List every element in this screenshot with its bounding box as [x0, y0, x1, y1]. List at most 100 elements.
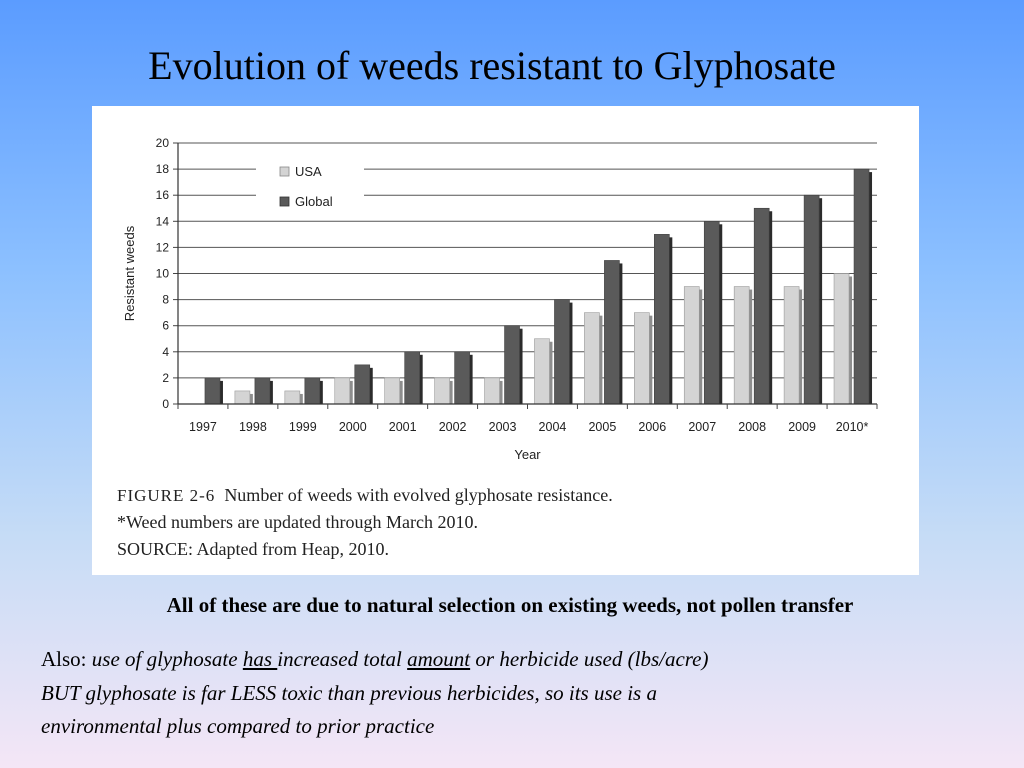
- bar-face: [703, 221, 720, 405]
- x-tick-label: 2005: [588, 420, 616, 434]
- bar-usa-2004: [534, 338, 553, 405]
- x-tick-label: 2010*: [836, 420, 869, 434]
- bar-usa-2001: [384, 377, 403, 405]
- bar-shadow: [819, 198, 823, 404]
- bar-global-2009: [803, 194, 823, 405]
- bar-shadow: [649, 315, 653, 404]
- bar-shadow: [269, 380, 273, 404]
- bar-global-2007: [703, 221, 723, 405]
- bar-face: [434, 377, 450, 405]
- bar-global-1999: [304, 377, 323, 405]
- bar-face: [354, 364, 371, 405]
- x-tick-label: 1998: [239, 420, 267, 434]
- x-tick-label: 2000: [339, 420, 367, 434]
- x-tick-label: 2002: [439, 420, 467, 434]
- bar-usa-2005: [584, 312, 603, 405]
- bar-usa-2007: [683, 286, 703, 405]
- bar-usa-1999: [284, 390, 303, 405]
- legend: USA Global: [256, 156, 364, 216]
- bar-global-2001: [404, 351, 423, 405]
- bar-shadow: [719, 224, 723, 404]
- bar-shadow: [599, 315, 603, 404]
- bar-face: [753, 207, 770, 405]
- bar-usa-2009: [783, 286, 803, 405]
- bar-shadow: [469, 354, 473, 404]
- bar-global-2006: [654, 234, 673, 405]
- y-tick-label: 14: [156, 214, 170, 228]
- y-tick-label: 12: [156, 240, 170, 254]
- bar-face: [584, 312, 600, 405]
- bar-shadow: [849, 276, 853, 404]
- bar-face: [853, 168, 870, 405]
- bar-face: [733, 286, 750, 405]
- y-tick-label: 2: [162, 371, 169, 385]
- y-tick-label: 4: [162, 345, 169, 359]
- bar-global-2003: [504, 325, 523, 405]
- bar-face: [234, 390, 251, 405]
- bar-global-2010: [853, 168, 873, 405]
- bar-shadow: [499, 380, 503, 404]
- bar-shadow: [399, 380, 403, 404]
- body-underline-has: has: [242, 647, 278, 671]
- bar-shadow: [219, 380, 223, 404]
- bar-face: [604, 260, 620, 405]
- x-tick-label: 2001: [389, 420, 417, 434]
- figure-caption-text: Number of weeds with evolved glyphosate …: [224, 485, 613, 505]
- bar-face: [454, 351, 470, 405]
- bar-shadow: [449, 380, 453, 404]
- body-text-2: increased total: [277, 647, 408, 671]
- bold-statement: All of these are due to natural selectio…: [166, 593, 854, 617]
- bar-shadow: [799, 289, 803, 404]
- bar-shadow: [619, 263, 623, 404]
- bar-global-1998: [254, 377, 273, 405]
- legend-swatch-usa: [279, 166, 290, 177]
- bar-shadow: [669, 237, 673, 404]
- bar-face: [554, 299, 570, 405]
- x-tick-label: 2008: [738, 420, 766, 434]
- bar-shadow: [419, 354, 423, 404]
- bar-shadow: [319, 380, 323, 404]
- bar-global-2002: [454, 351, 473, 405]
- bar-face: [654, 234, 670, 405]
- bar-group: [204, 168, 873, 405]
- y-tick-label: 16: [156, 188, 170, 202]
- body-prefix: Also:: [41, 647, 92, 671]
- figure-note: *Weed numbers are updated through March …: [117, 512, 478, 532]
- bar-shadow: [519, 328, 523, 404]
- bar-usa-2010: [833, 273, 853, 405]
- bar-face: [404, 351, 420, 405]
- bar-face: [683, 286, 700, 405]
- body-paragraph: Also: use of glyphosate has increased to…: [41, 643, 1001, 744]
- bar-usa-2002: [434, 377, 453, 405]
- slide-title: Evolution of weeds resistant to Glyphosa…: [148, 43, 836, 88]
- bar-shadow: [749, 289, 753, 404]
- gridlines: [178, 142, 877, 379]
- x-axis-title: Year: [514, 447, 541, 462]
- y-axis-title: Resistant weeds: [122, 225, 137, 321]
- axes: 0 2 4 6 8 10 12 14 16 18 20 1997 1998 1999 2000 2001 200…: [156, 136, 878, 434]
- x-tick-label: 2003: [489, 420, 517, 434]
- legend-background: [256, 156, 364, 216]
- bar-global-2008: [753, 207, 773, 405]
- caption-line-1: FIGURE 2-6 Number of weeds with evolved …: [117, 482, 897, 509]
- bar-usa-1998: [234, 390, 253, 405]
- chart-panel: 0 2 4 6 8 10 12 14 16 18 20 1997 1998 1999 2000 2001 200…: [92, 106, 919, 575]
- bar-shadow: [349, 380, 353, 404]
- body-text-1: use of glyphosate: [91, 647, 243, 671]
- y-tick-label: 8: [162, 293, 169, 307]
- x-tick-label: 1999: [289, 420, 317, 434]
- figure-source: SOURCE: Adapted from Heap, 2010.: [117, 539, 389, 559]
- body-text-line-3: environmental plus compared to prior pra…: [41, 714, 435, 738]
- y-tick-label: 0: [162, 397, 169, 411]
- y-tick-label: 6: [162, 319, 169, 333]
- legend-swatch-global: [279, 196, 290, 207]
- bar-face: [783, 286, 800, 405]
- bar-usa-2006: [634, 312, 653, 405]
- bar-shadow: [299, 393, 303, 404]
- x-tick-label: 2004: [539, 420, 567, 434]
- legend-label-global: Global: [295, 194, 333, 209]
- bar-shadow: [699, 289, 703, 404]
- y-tick-label: 18: [156, 162, 170, 176]
- bar-shadow: [569, 302, 573, 404]
- body-underline-amount: amount: [407, 647, 471, 671]
